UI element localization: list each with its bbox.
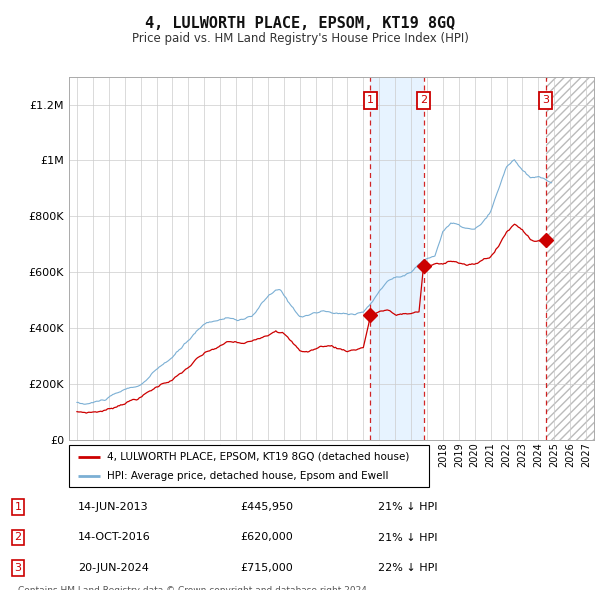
Text: 3: 3 [542,96,549,106]
FancyBboxPatch shape [69,445,429,487]
Text: 14-OCT-2016: 14-OCT-2016 [78,533,151,542]
Text: 20-JUN-2024: 20-JUN-2024 [78,563,149,573]
Text: £445,950: £445,950 [240,502,293,512]
Text: 21% ↓ HPI: 21% ↓ HPI [378,502,437,512]
Text: 14-JUN-2013: 14-JUN-2013 [78,502,149,512]
Text: 4, LULWORTH PLACE, EPSOM, KT19 8GQ: 4, LULWORTH PLACE, EPSOM, KT19 8GQ [145,16,455,31]
Text: £620,000: £620,000 [240,533,293,542]
Bar [370,77,424,440]
Bar [546,77,594,440]
Text: 2: 2 [14,533,22,542]
Text: 1: 1 [367,96,374,106]
Text: 2: 2 [420,96,427,106]
Text: 1: 1 [14,502,22,512]
Text: £715,000: £715,000 [240,563,293,573]
Text: 22% ↓ HPI: 22% ↓ HPI [378,563,437,573]
Text: HPI: Average price, detached house, Epsom and Ewell: HPI: Average price, detached house, Epso… [107,471,388,481]
Text: Price paid vs. HM Land Registry's House Price Index (HPI): Price paid vs. HM Land Registry's House … [131,32,469,45]
Text: 3: 3 [14,563,22,573]
Text: 4, LULWORTH PLACE, EPSOM, KT19 8GQ (detached house): 4, LULWORTH PLACE, EPSOM, KT19 8GQ (deta… [107,451,409,461]
Text: Contains HM Land Registry data © Crown copyright and database right 2024.: Contains HM Land Registry data © Crown c… [18,586,370,590]
Text: 21% ↓ HPI: 21% ↓ HPI [378,533,437,542]
